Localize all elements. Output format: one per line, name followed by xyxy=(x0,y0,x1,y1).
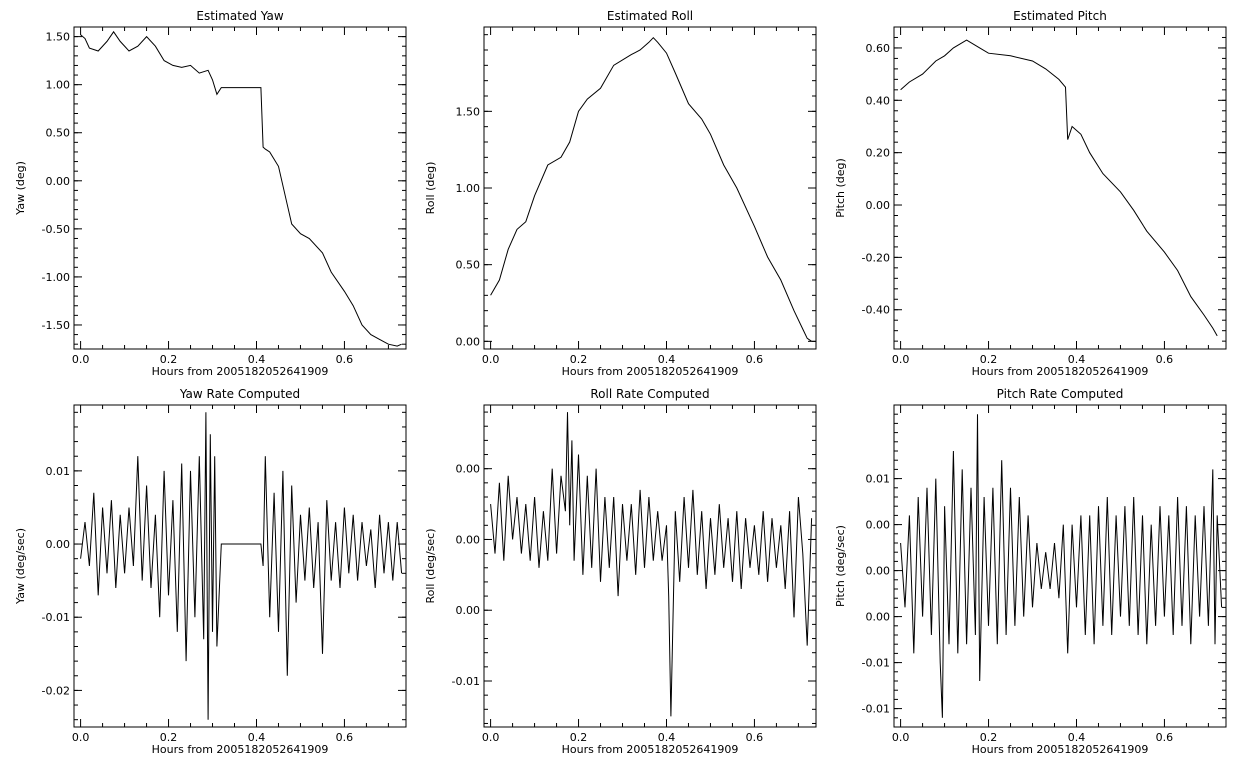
chart-1-y-tick-label: -1.00 xyxy=(42,271,70,284)
chart-3-series-line-1 xyxy=(900,39,1218,337)
chart-1-y-tick-label: 1.50 xyxy=(46,31,71,44)
chart-1-y-tick-label: -0.50 xyxy=(42,223,70,236)
chart-2-y-tick-label: 1.50 xyxy=(456,105,481,118)
chart-2-x-tick-label: 0.2 xyxy=(570,353,588,366)
chart-1-plot-frame xyxy=(73,26,407,350)
chart-1-y-tick-label: -1.50 xyxy=(42,319,70,332)
chart-1-x-tick-label: 0.0 xyxy=(72,353,90,366)
chart-4-x-tick-label: 0.4 xyxy=(248,731,266,744)
chart-6-y-tick-label: 0.00 xyxy=(866,565,891,578)
chart-5-y-tick-label: 0.00 xyxy=(456,533,481,546)
chart-5-x-tick-label: 0.6 xyxy=(746,731,764,744)
chart-4-y-tick-label: 0.00 xyxy=(46,538,71,551)
chart-3-y-tick-label: 0.60 xyxy=(866,42,891,55)
chart-1-x-tick-label: 0.4 xyxy=(248,353,266,366)
chart-5-title: Roll Rate Computed xyxy=(590,387,709,401)
chart-6-x-tick-label: 0.4 xyxy=(1068,731,1086,744)
chart-2-series-line-1 xyxy=(490,36,812,342)
chart-3-y-tick-label: -0.20 xyxy=(862,251,890,264)
chart-6-y-tick-label: -0.01 xyxy=(862,703,890,716)
chart-5-x-axis-label: Hours from 2005182052641909 xyxy=(562,743,739,756)
chart-5-x-tick-label: 0.2 xyxy=(570,731,588,744)
chart-3-x-tick-label: 0.0 xyxy=(892,353,910,366)
chart-3-y-tick-label: -0.40 xyxy=(862,304,890,317)
chart-2-x-tick-label: 0.4 xyxy=(658,353,676,366)
chart-3-plot-frame xyxy=(893,26,1227,350)
chart-panel-1: Estimated Yaw Hours from 2005182052641909… xyxy=(14,9,407,378)
chart-6-y-tick-label: 0.00 xyxy=(866,611,891,624)
chart-6-title: Pitch Rate Computed xyxy=(997,387,1124,401)
chart-3-x-axis-label: Hours from 2005182052641909 xyxy=(972,365,1149,378)
chart-6-y-tick-label: 0.00 xyxy=(866,519,891,532)
chart-5-x-tick-label: 0.0 xyxy=(482,731,500,744)
chart-3-y-tick-label: 0.20 xyxy=(866,147,891,160)
chart-2-x-tick-label: 0.0 xyxy=(482,353,500,366)
chart-panel-3: Estimated Pitch Hours from 20051820526419… xyxy=(834,9,1227,378)
chart-3-y-tick-label: 0.00 xyxy=(866,199,891,212)
chart-5-series-line-1 xyxy=(490,412,813,717)
chart-4-title: Yaw Rate Computed xyxy=(179,387,300,401)
chart-1-y-tick-label: 0.50 xyxy=(46,127,71,140)
chart-4-y-tick-label: -0.02 xyxy=(42,684,70,697)
chart-4-plot-frame xyxy=(73,404,407,728)
chart-4-y-tick-label: -0.01 xyxy=(42,611,70,624)
chart-3-y-axis-label: Pitch (deg) xyxy=(834,158,847,218)
chart-5-y-tick-label: 0.00 xyxy=(456,463,481,476)
chart-2-title: Estimated Roll xyxy=(607,9,693,23)
chart-6-x-axis-label: Hours from 2005182052641909 xyxy=(972,743,1149,756)
chart-6-plot-frame xyxy=(893,404,1227,728)
chart-4-y-axis-label: Yaw (deg/sec) xyxy=(14,528,27,605)
chart-2-plot-frame xyxy=(483,26,817,350)
chart-5-y-tick-label: -0.01 xyxy=(452,675,480,688)
chart-3-x-tick-label: 0.2 xyxy=(980,353,998,366)
chart-1-y-tick-label: 1.00 xyxy=(46,79,71,92)
chart-3-y-tick-label: 0.40 xyxy=(866,94,891,107)
chart-3-title: Estimated Pitch xyxy=(1013,9,1107,23)
chart-5-y-axis-label: Roll (deg/sec) xyxy=(424,528,437,603)
chart-2-x-axis-label: Hours from 2005182052641909 xyxy=(562,365,739,378)
chart-1-x-tick-label: 0.6 xyxy=(336,353,354,366)
chart-panel-6: Pitch Rate Computed Hours from 2005182052… xyxy=(834,387,1227,756)
chart-6-y-tick-label: -0.01 xyxy=(862,657,890,670)
chart-6-x-tick-label: 0.2 xyxy=(980,731,998,744)
chart-4-x-tick-label: 0.0 xyxy=(72,731,90,744)
chart-4-x-axis-label: Hours from 2005182052641909 xyxy=(152,743,329,756)
chart-2-y-tick-label: 0.00 xyxy=(456,335,481,348)
chart-panel-5: Roll Rate Computed Hours from 20051820526… xyxy=(424,387,817,756)
chart-5-x-tick-label: 0.4 xyxy=(658,731,676,744)
chart-2-y-axis-label: Roll (deg) xyxy=(424,162,437,215)
chart-1-series-line-1 xyxy=(80,30,402,347)
chart-6-y-tick-label: 0.01 xyxy=(866,473,891,486)
chart-3-x-tick-label: 0.6 xyxy=(1156,353,1174,366)
chart-panel-4: Yaw Rate Computed Hours from 200518205264… xyxy=(14,387,407,756)
chart-2-y-tick-label: 1.00 xyxy=(456,182,481,195)
chart-1-title: Estimated Yaw xyxy=(196,9,283,23)
chart-5-y-tick-label: 0.00 xyxy=(456,604,481,617)
chart-6-y-axis-label: Pitch (deg/sec) xyxy=(834,525,847,607)
chart-1-x-tick-label: 0.2 xyxy=(160,353,178,366)
chart-1-y-tick-label: 0.00 xyxy=(46,175,71,188)
chart-panel-2: Estimated Roll Hours from 200518205264190… xyxy=(424,9,817,378)
chart-1-y-axis-label: Yaw (deg) xyxy=(14,161,27,216)
chart-1-x-axis-label: Hours from 2005182052641909 xyxy=(152,365,329,378)
chart-4-y-tick-label: 0.01 xyxy=(46,465,71,478)
chart-3-x-tick-label: 0.4 xyxy=(1068,353,1086,366)
chart-6-series-line-1 xyxy=(900,414,1223,718)
chart-6-x-tick-label: 0.0 xyxy=(892,731,910,744)
chart-4-series-line-1 xyxy=(80,412,403,720)
chart-4-x-tick-label: 0.6 xyxy=(336,731,354,744)
chart-5-plot-frame xyxy=(483,404,817,728)
chart-2-x-tick-label: 0.6 xyxy=(746,353,764,366)
chart-4-x-tick-label: 0.2 xyxy=(160,731,178,744)
chart-2-y-tick-label: 0.50 xyxy=(456,259,481,272)
chart-6-x-tick-label: 0.6 xyxy=(1156,731,1174,744)
